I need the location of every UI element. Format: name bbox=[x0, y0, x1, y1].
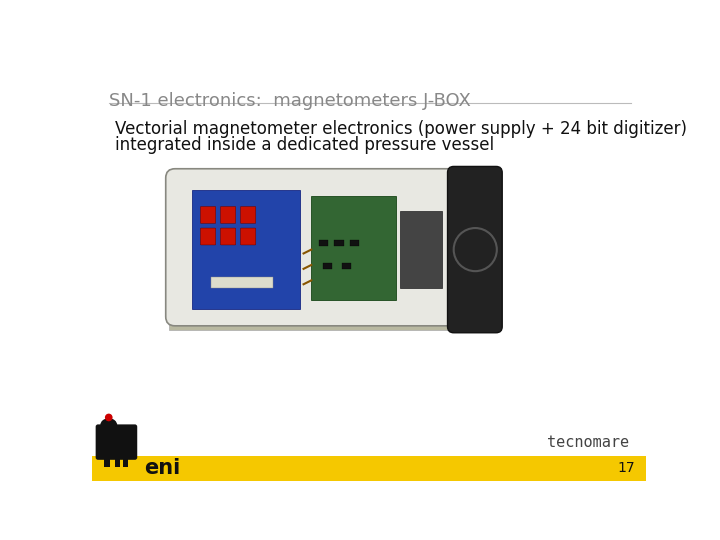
Text: Vectorial magnetometer electronics (power supply + 24 bit digitizer): Vectorial magnetometer electronics (powe… bbox=[115, 120, 687, 138]
FancyBboxPatch shape bbox=[220, 228, 235, 245]
Ellipse shape bbox=[100, 418, 117, 432]
FancyBboxPatch shape bbox=[115, 456, 120, 467]
Text: eni: eni bbox=[144, 458, 181, 478]
FancyBboxPatch shape bbox=[192, 190, 300, 309]
FancyBboxPatch shape bbox=[400, 211, 442, 288]
FancyBboxPatch shape bbox=[200, 206, 216, 224]
Text: tecnomare: tecnomare bbox=[547, 435, 629, 450]
FancyBboxPatch shape bbox=[342, 262, 351, 269]
FancyBboxPatch shape bbox=[350, 240, 359, 246]
FancyBboxPatch shape bbox=[319, 240, 328, 246]
FancyBboxPatch shape bbox=[166, 168, 462, 326]
FancyBboxPatch shape bbox=[168, 168, 500, 330]
FancyBboxPatch shape bbox=[104, 456, 109, 467]
FancyBboxPatch shape bbox=[200, 228, 216, 245]
FancyBboxPatch shape bbox=[122, 456, 128, 467]
FancyBboxPatch shape bbox=[96, 424, 138, 460]
Text: 17: 17 bbox=[617, 461, 634, 475]
FancyBboxPatch shape bbox=[92, 456, 647, 481]
Text: integrated inside a dedicated pressure vessel: integrated inside a dedicated pressure v… bbox=[115, 137, 494, 154]
Text: SN-1 electronics:  magnetometers J-BOX: SN-1 electronics: magnetometers J-BOX bbox=[109, 92, 471, 110]
FancyBboxPatch shape bbox=[323, 262, 332, 269]
Circle shape bbox=[105, 414, 112, 421]
FancyBboxPatch shape bbox=[311, 195, 396, 300]
FancyBboxPatch shape bbox=[334, 240, 343, 246]
FancyBboxPatch shape bbox=[220, 206, 235, 224]
FancyBboxPatch shape bbox=[211, 278, 273, 288]
FancyBboxPatch shape bbox=[240, 228, 256, 245]
FancyBboxPatch shape bbox=[448, 166, 503, 333]
FancyBboxPatch shape bbox=[240, 206, 256, 224]
